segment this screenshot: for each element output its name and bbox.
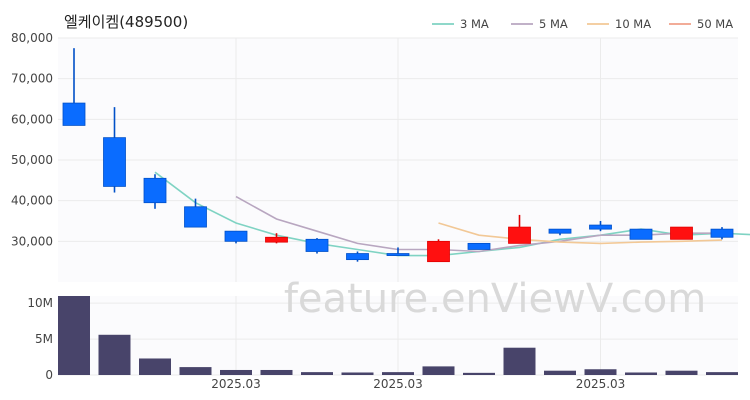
volume-bar [584,369,617,375]
candle-body [670,226,693,240]
ma-line-10ma [438,222,723,245]
candle-body [184,206,207,228]
volume-bar [382,372,414,375]
candle-body [386,253,410,256]
candle-body [346,253,369,261]
watermark: feature.enViewV.com [284,276,706,322]
chart-title: 엘케이켐(489500) [64,13,188,31]
volume-bar [179,367,212,375]
volume-bar [98,334,131,375]
volume-bar [260,369,293,375]
candlesticks [62,48,734,263]
x-tick-label: 2025.03 [211,377,261,391]
volume-tick-label: 10M [27,296,53,310]
legend-label: 10 MA [615,17,651,31]
volume-bar [220,369,252,375]
grid [58,37,738,376]
legend: 3 MA 5 MA 10 MA 50 MA [432,17,733,31]
candle-body [143,177,167,204]
candle-body [265,236,288,243]
candle-body [508,226,531,244]
volume-tick-label: 0 [45,368,53,382]
volume-bar [625,372,657,375]
candle-body [103,137,126,187]
price-tick-label: 80,000 [11,31,53,45]
volume-bar [341,372,374,375]
axes: 80,000 70,000 60,000 50,000 40,000 30,000 10M 5… [11,31,625,391]
price-tick-label: 30,000 [11,234,53,248]
volume-bar [665,370,698,375]
candle-body [467,242,491,250]
price-tick-label: 50,000 [11,153,53,167]
volume-tick-label: 5M [35,332,53,346]
volume-bar [463,372,495,375]
x-tick-label: 2025.03 [576,377,626,391]
volume-bar [544,370,576,375]
candle-body [305,238,329,252]
price-tick-label: 40,000 [11,194,53,208]
x-tick-label: 2025.03 [373,377,423,391]
candle-body [224,230,248,242]
candle-body [710,228,734,238]
volume-bar [58,296,90,375]
ma-line-3ma [154,171,750,257]
price-tick-label: 70,000 [11,72,53,86]
volume-bar [706,372,738,375]
watermark-group: feature.enViewV.com [284,276,706,322]
candle-body [548,228,572,234]
candle-body [62,102,86,126]
volume-bar [139,358,171,375]
price-tick-label: 60,000 [11,112,53,126]
volume-bar [422,366,455,375]
volume-bar [503,347,536,375]
legend-label: 5 MA [539,17,568,31]
volume-bar [301,372,333,375]
candle-body [629,228,653,240]
volume-bars [58,296,738,375]
candle-body [427,240,450,263]
candle-body [589,224,612,230]
legend-label: 3 MA [460,17,489,31]
legend-label: 50 MA [697,17,733,31]
